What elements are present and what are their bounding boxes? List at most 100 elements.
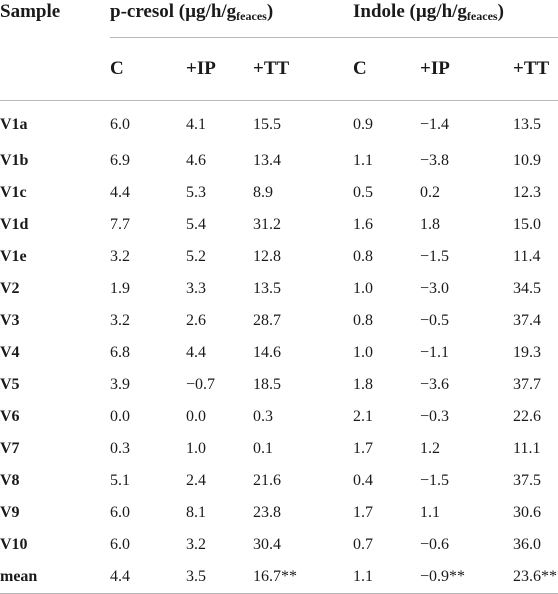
cell-indole-c: 1.8 bbox=[353, 376, 374, 393]
cell-pcresol-ip: 3.2 bbox=[186, 536, 206, 553]
cell-pcresol-ip: 5.3 bbox=[186, 184, 206, 201]
cell-pcresol-c: 1.9 bbox=[110, 280, 130, 297]
cell-indole-c: 0.7 bbox=[353, 536, 374, 553]
cell-pcresol-tt: 12.8 bbox=[253, 248, 281, 265]
cell-indole-c: 2.1 bbox=[353, 408, 374, 425]
cell-indole-ip: −3.0 bbox=[420, 280, 450, 297]
cell-pcresol-tt: 13.5 bbox=[253, 280, 281, 297]
cell-indole-c: 1.7 bbox=[353, 504, 374, 521]
indole-group-name: Indole (µg/h/g bbox=[353, 1, 467, 22]
cell-pcresol-ip: 0.0 bbox=[186, 408, 206, 425]
table-row: V5 3.9 −0.7 18.5 1.8 −3.6 37.7 bbox=[0, 369, 558, 401]
cell-pcresol-tt: 13.4 bbox=[253, 152, 281, 169]
cell-pcresol-c: 6.0 bbox=[110, 536, 130, 553]
cell-indole-tt: 11.4 bbox=[513, 248, 541, 265]
cell-pcresol-ip: −0.7 bbox=[186, 376, 216, 393]
cell-pcresol-ip: 8.1 bbox=[186, 504, 206, 521]
cell-indole-ip: −1.1 bbox=[420, 344, 450, 361]
cell-indole-c: 0.9 bbox=[353, 116, 374, 133]
cell-indole-c: 1.0 bbox=[353, 344, 374, 361]
cell-indole-c: 0.8 bbox=[353, 248, 374, 265]
row-sample-label: V9 bbox=[0, 504, 20, 521]
row-sample-label: V1b bbox=[0, 152, 29, 169]
cell-indole-c: 0.8 bbox=[353, 312, 374, 329]
cell-pcresol-tt: 15.5 bbox=[253, 116, 281, 133]
row-sample-label: V7 bbox=[0, 440, 20, 457]
cell-indole-ip: −0.9** bbox=[420, 561, 514, 594]
cell-indole-c: 1.7 bbox=[353, 440, 374, 457]
cell-pcresol-c: 7.7 bbox=[110, 216, 130, 233]
cell-pcresol-ip: 2.6 bbox=[186, 312, 206, 329]
cell-indole-ip: −1.5 bbox=[420, 472, 450, 489]
cell-pcresol-tt: 28.7 bbox=[253, 312, 281, 329]
cell-indole-tt: 23.6** bbox=[513, 561, 558, 594]
row-sample-label: V1d bbox=[0, 216, 29, 233]
subcolumn-header-indole-tt: +TT bbox=[513, 37, 558, 101]
cell-indole-tt: 37.7 bbox=[513, 376, 542, 393]
cell-pcresol-tt: 0.1 bbox=[253, 440, 273, 457]
table-row: V1c 4.4 5.3 8.9 0.5 0.2 12.3 bbox=[0, 177, 558, 209]
subcolumn-header-pcresol-c: C bbox=[110, 37, 186, 101]
cell-pcresol-c: 0.3 bbox=[110, 440, 130, 457]
row-sample-label: V5 bbox=[0, 376, 20, 393]
table-row: V2 1.9 3.3 13.5 1.0 −3.0 34.5 bbox=[0, 273, 558, 305]
cell-indole-c: 1.0 bbox=[353, 280, 374, 297]
table-row: mean 4.4 3.5 16.7** 1.1 −0.9** 23.6** bbox=[0, 561, 558, 594]
cell-pcresol-c: 3.2 bbox=[110, 248, 130, 265]
cell-indole-ip: −0.3 bbox=[420, 408, 450, 425]
cell-indole-c: 1.1 bbox=[353, 561, 421, 594]
cell-pcresol-ip: 1.0 bbox=[186, 440, 206, 457]
row-sample-label: V6 bbox=[0, 408, 20, 425]
row-sample-label: V3 bbox=[0, 312, 20, 329]
cell-pcresol-c: 4.4 bbox=[110, 561, 186, 594]
table-row: V3 3.2 2.6 28.7 0.8 −0.5 37.4 bbox=[0, 305, 558, 337]
subcolumn-header-indole-ip: +IP bbox=[420, 37, 514, 101]
table-row: V1a 6.0 4.1 15.5 0.9 −1.4 13.5 bbox=[0, 101, 558, 146]
table-row: V1e 3.2 5.2 12.8 0.8 −1.5 11.4 bbox=[0, 241, 558, 273]
cell-pcresol-tt: 23.8 bbox=[253, 504, 281, 521]
cell-indole-ip: 1.8 bbox=[420, 216, 441, 233]
table-row: V8 5.1 2.4 21.6 0.4 −1.5 37.5 bbox=[0, 465, 558, 497]
cell-indole-ip: −0.6 bbox=[420, 536, 450, 553]
cell-pcresol-c: 3.2 bbox=[110, 312, 130, 329]
table-row: V6 0.0 0.0 0.3 2.1 −0.3 22.6 bbox=[0, 401, 558, 433]
table-row: V10 6.0 3.2 30.4 0.7 −0.6 36.0 bbox=[0, 529, 558, 561]
table-row: V7 0.3 1.0 0.1 1.7 1.2 11.1 bbox=[0, 433, 558, 465]
cell-pcresol-ip: 3.5 bbox=[186, 561, 253, 594]
table-row: V1b 6.9 4.6 13.4 1.1 −3.8 10.9 bbox=[0, 145, 558, 177]
cell-indole-ip: −0.5 bbox=[420, 312, 450, 329]
cell-indole-tt: 15.0 bbox=[513, 216, 542, 233]
cell-pcresol-c: 6.9 bbox=[110, 152, 130, 169]
cell-indole-tt: 19.3 bbox=[513, 344, 542, 361]
indole-group-header: Indole (µg/h/gfeaces) bbox=[353, 0, 558, 38]
row-sample-label: V1c bbox=[0, 184, 27, 201]
cell-indole-ip: −3.6 bbox=[420, 376, 450, 393]
cell-pcresol-tt: 18.5 bbox=[253, 376, 281, 393]
cell-pcresol-c: 4.4 bbox=[110, 184, 130, 201]
p-cresol-group-name: p-cresol (µg/h/g bbox=[110, 1, 237, 22]
row-sample-label: V4 bbox=[0, 344, 20, 361]
p-cresol-group-close: ) bbox=[266, 1, 274, 22]
indole-group-unit-sub: feaces bbox=[466, 9, 498, 23]
cell-indole-ip: 1.2 bbox=[420, 440, 441, 457]
cell-pcresol-ip: 4.6 bbox=[186, 152, 206, 169]
cell-pcresol-c: 0.0 bbox=[110, 408, 130, 425]
cell-pcresol-ip: 2.4 bbox=[186, 472, 206, 489]
table-row: V1d 7.7 5.4 31.2 1.6 1.8 15.0 bbox=[0, 209, 558, 241]
cell-pcresol-c: 6.8 bbox=[110, 344, 130, 361]
cell-pcresol-tt: 8.9 bbox=[253, 184, 273, 201]
cell-pcresol-c: 5.1 bbox=[110, 472, 130, 489]
cell-indole-tt: 30.6 bbox=[513, 504, 542, 521]
row-sample-label: V10 bbox=[0, 536, 28, 553]
subcolumn-header-indole-c: C bbox=[353, 37, 421, 101]
cell-pcresol-c: 6.0 bbox=[110, 116, 130, 133]
cell-pcresol-ip: 5.2 bbox=[186, 248, 206, 265]
cell-pcresol-ip: 4.1 bbox=[186, 116, 206, 133]
cell-pcresol-tt: 14.6 bbox=[253, 344, 281, 361]
row-sample-label: mean bbox=[0, 561, 110, 594]
sample-column-header: Sample bbox=[0, 1, 61, 22]
cell-indole-ip: −3.8 bbox=[420, 152, 450, 169]
cell-pcresol-tt: 0.3 bbox=[253, 408, 273, 425]
